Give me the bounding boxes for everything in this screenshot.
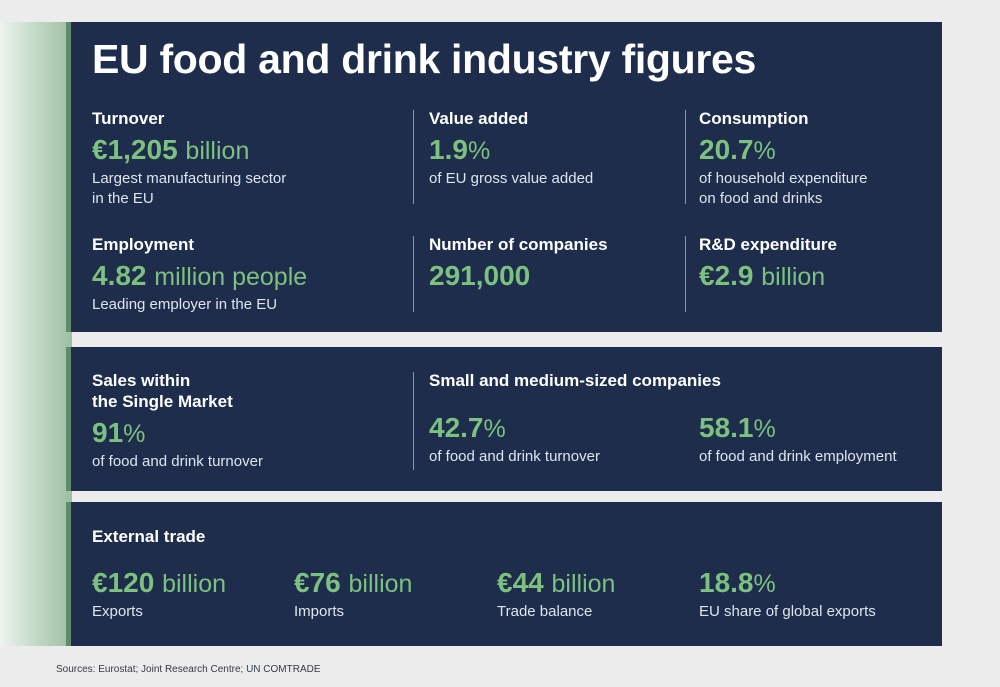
sme-employment-value: 58.1% (699, 412, 776, 443)
consumption-label: Consumption (699, 109, 809, 128)
trade-balance-stat: €44 billion Trade balance (497, 562, 615, 621)
companies-label: Number of companies (429, 235, 608, 254)
companies-value: 291,000 (429, 260, 531, 291)
sme-turnover-value: 42.7% (429, 412, 506, 443)
employment-desc: Leading employer in the EU (92, 296, 278, 313)
trade-balance-desc: Trade balance (497, 603, 593, 620)
side-decoration-strip (0, 22, 72, 646)
rd-stat: R&D expenditure €2.9 billion (699, 234, 837, 294)
employment-stat: Employment 4.82 million people Leading e… (92, 234, 307, 314)
turnover-value: €1,205 billion (92, 134, 250, 165)
sme-employment-desc: of food and drink employment (699, 448, 897, 465)
rd-value: €2.9 billion (699, 260, 826, 291)
sme-turnover-stat: 42.7% of food and drink turnover (429, 407, 600, 466)
sales-value: 91% (92, 417, 146, 448)
column-divider (685, 236, 686, 312)
market-panel: Sales within the Single Market 91% of fo… (66, 347, 942, 491)
consumption-desc-1: of household expenditure (699, 170, 868, 187)
imports-desc: Imports (294, 603, 345, 620)
consumption-stat: Consumption 20.7% of household expenditu… (699, 108, 867, 208)
export-share-value: 18.8% (699, 567, 776, 598)
imports-stat: €76 billion Imports (294, 562, 412, 621)
trade-balance-value: €44 billion (497, 567, 616, 598)
column-divider (413, 372, 414, 470)
rd-label: R&D expenditure (699, 235, 837, 254)
external-trade-label: External trade (92, 527, 206, 546)
column-divider (413, 236, 414, 312)
turnover-desc-2: in the EU (92, 190, 154, 207)
value-added-stat: Value added 1.9% of EU gross value added (429, 108, 593, 188)
exports-stat: €120 billion Exports (92, 562, 226, 621)
turnover-desc-1: Largest manufacturing sector (92, 170, 287, 187)
exports-desc: Exports (92, 603, 143, 620)
value-added-value: 1.9% (429, 134, 491, 165)
employment-label: Employment (92, 235, 195, 254)
sme-employment-stat: 58.1% of food and drink employment (699, 407, 897, 466)
consumption-value: 20.7% (699, 134, 776, 165)
sme-turnover-desc: of food and drink turnover (429, 448, 600, 465)
turnover-stat: Turnover €1,205 billion Largest manufact… (92, 108, 286, 208)
sales-stat: Sales within the Single Market 91% of fo… (92, 370, 263, 471)
exports-value: €120 billion (92, 567, 227, 598)
page-title: EU food and drink industry figures (92, 36, 757, 82)
companies-stat: Number of companies 291,000 (429, 234, 608, 293)
export-share-stat: 18.8% EU share of global exports (699, 562, 876, 621)
value-added-label: Value added (429, 109, 529, 128)
employment-value: 4.82 million people (92, 260, 308, 291)
sales-label-2: the Single Market (92, 392, 233, 411)
column-divider (413, 110, 414, 204)
column-divider (685, 110, 686, 204)
turnover-label: Turnover (92, 109, 165, 128)
consumption-desc-2: on food and drinks (699, 190, 823, 207)
industry-figures-panel: EU food and drink industry figures Turno… (66, 22, 942, 332)
export-share-desc: EU share of global exports (699, 603, 876, 620)
sme-heading: Small and medium-sized companies (429, 370, 721, 391)
sources-note: Sources: Eurostat; Joint Research Centre… (56, 664, 321, 675)
sales-desc: of food and drink turnover (92, 453, 263, 470)
sme-label: Small and medium-sized companies (429, 371, 721, 390)
imports-value: €76 billion (294, 567, 413, 598)
sales-label-1: Sales within (92, 371, 191, 390)
external-trade-heading: External trade (92, 526, 205, 547)
value-added-desc: of EU gross value added (429, 170, 594, 187)
external-trade-panel: External trade €120 billion Exports €76 … (66, 502, 942, 646)
